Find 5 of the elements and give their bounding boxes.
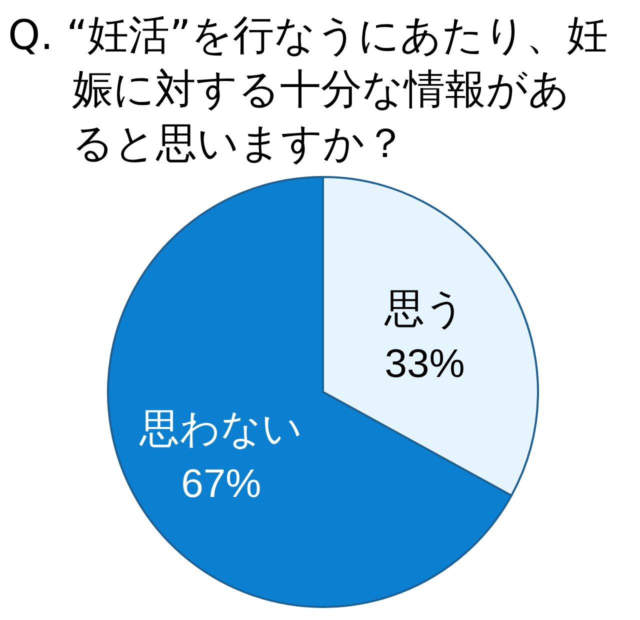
slice-label: 思う [383, 286, 466, 332]
data-label: 33% [384, 342, 465, 386]
chart-title: Q. “妊活”を行なうにあたり、妊娠に対する十分な情報があると思いますか？ [8, 10, 608, 169]
data-label: 67% [181, 462, 262, 506]
slice-label: 思わない [138, 406, 303, 452]
